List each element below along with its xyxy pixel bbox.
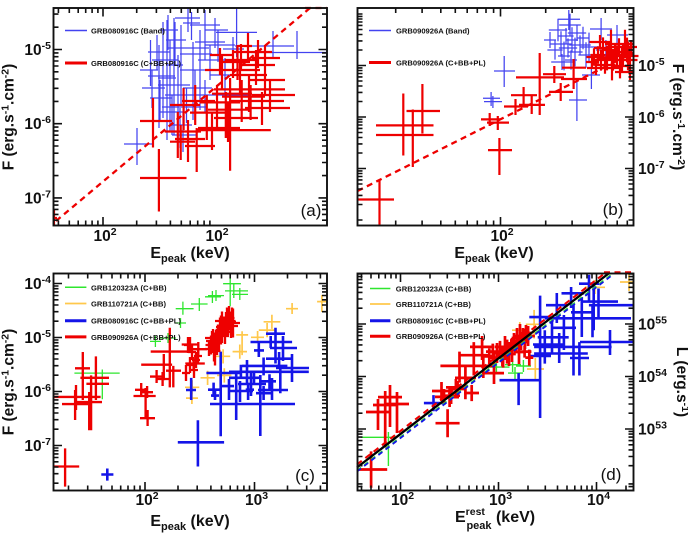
svg-text:GRB110721A (C+BB): GRB110721A (C+BB) — [91, 300, 167, 309]
svg-text:GRB080916C (Band): GRB080916C (Band) — [91, 27, 165, 36]
svg-text:(a): (a) — [301, 201, 322, 220]
svg-text:GRB120323A (C+BB): GRB120323A (C+BB) — [396, 285, 472, 294]
svg-text:(d): (d) — [601, 465, 622, 484]
svg-text:GRB090926A (C+BB+PL): GRB090926A (C+BB+PL) — [91, 333, 181, 342]
svg-text:GRB080916C (C+BB+PL): GRB080916C (C+BB+PL) — [91, 317, 181, 326]
svg-text:GRB120323A (C+BB): GRB120323A (C+BB) — [91, 283, 167, 292]
svg-text:F (erg.s-1.cm-2): F (erg.s-1.cm-2) — [0, 329, 18, 436]
svg-text:GRB110721A (C+BB): GRB110721A (C+BB) — [396, 300, 472, 309]
svg-text:(b): (b) — [603, 200, 624, 219]
svg-text:GRB090926A (C+BB+PL): GRB090926A (C+BB+PL) — [396, 59, 486, 68]
svg-text:L (erg.s-1): L (erg.s-1) — [673, 347, 688, 417]
svg-text:GRB080916C (C+BB+PL): GRB080916C (C+BB+PL) — [91, 59, 181, 68]
svg-text:F (erg.s-1.cm-2): F (erg.s-1.cm-2) — [0, 64, 18, 171]
svg-text:GRB090926A (C+BB+PL): GRB090926A (C+BB+PL) — [396, 332, 486, 341]
svg-text:F (erg.s-1.cm-2): F (erg.s-1.cm-2) — [669, 64, 687, 171]
svg-text:GRB080916C (C+BB+PL): GRB080916C (C+BB+PL) — [396, 317, 486, 326]
svg-text:GRB090926A (Band): GRB090926A (Band) — [396, 27, 470, 36]
svg-text:(c): (c) — [295, 466, 315, 485]
